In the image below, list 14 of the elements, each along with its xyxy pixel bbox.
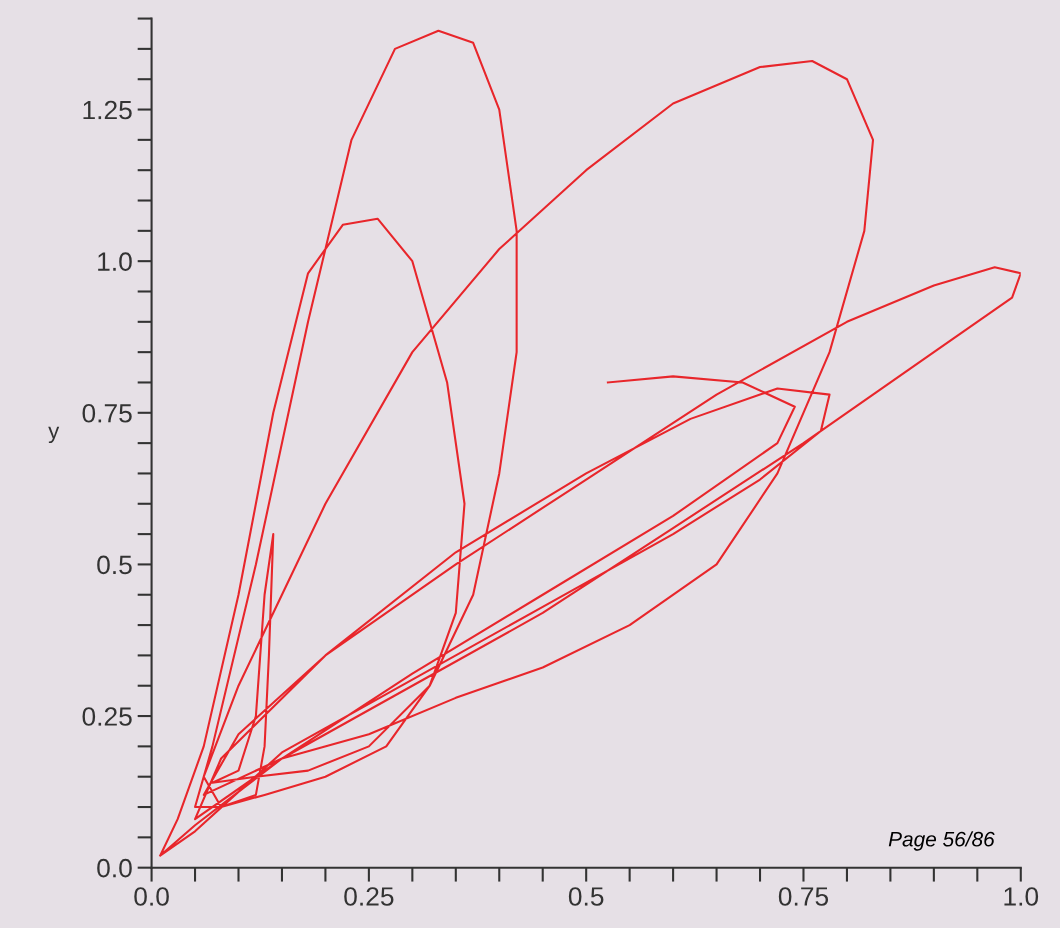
x-tick-label: 0.5: [568, 887, 604, 906]
x-tick-label: 0.25: [344, 887, 394, 906]
y-tick-label: 1.0: [98, 252, 132, 271]
y-tick-label: 1.25: [83, 100, 132, 120]
y-tick-label: 0.75: [82, 403, 132, 423]
x-tick-label: 0.75: [778, 887, 829, 906]
y-tick-label: 0.5: [97, 555, 132, 575]
y-axis-title: y: [48, 426, 60, 444]
annotation: Page 56/86: [888, 831, 995, 851]
y-tick-label: 0.25: [82, 707, 132, 726]
x-tick-label: 1.0: [1004, 887, 1039, 906]
x-tick-label: 0.0: [134, 887, 169, 906]
y-tick-label: 0.0: [97, 858, 132, 878]
line-series: [159, 29, 1021, 857]
